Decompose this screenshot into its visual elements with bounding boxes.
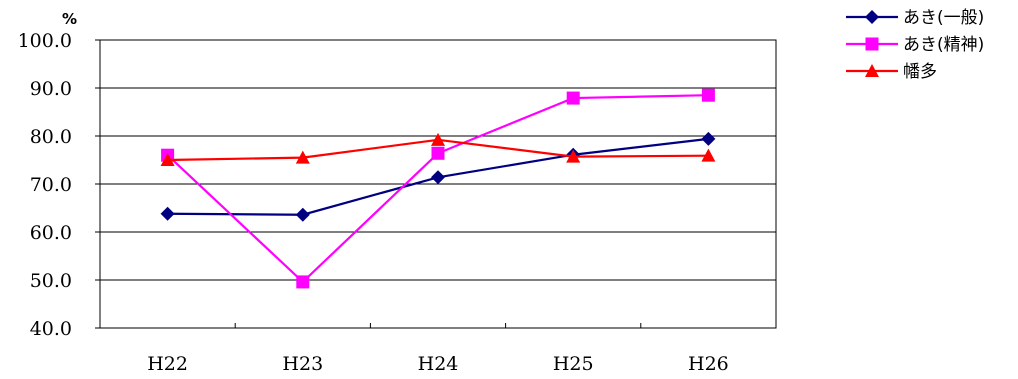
y-tick-label: 80.0	[30, 126, 72, 148]
data-point-triangle	[431, 132, 445, 146]
data-point-square	[296, 275, 310, 289]
x-tick-label: H22	[147, 353, 188, 375]
data-point-square	[566, 91, 580, 105]
legend-item: あき(一般)	[846, 8, 984, 28]
axis-ticks: 40.0 50.0 60.0 70.0 80.0 90.0 100.0 H22 H23 H24 H2…	[18, 30, 729, 375]
data-point-square	[701, 88, 715, 102]
legend-item: 幡多	[846, 62, 937, 82]
data-point-diamond	[160, 206, 175, 221]
series-3	[160, 132, 716, 166]
y-tick-label: 100.0	[18, 30, 72, 52]
data-point-diamond	[295, 207, 310, 222]
data-point-triangle	[160, 153, 175, 166]
legend-label: 幡多	[903, 62, 937, 82]
x-tick-label: H25	[553, 353, 594, 375]
y-tick-label: 60.0	[30, 222, 72, 244]
legend-marker-triangle	[865, 64, 879, 77]
data-point-diamond	[431, 170, 445, 185]
legend-item: あき(精神)	[846, 35, 984, 55]
x-tick-label: H24	[418, 353, 459, 375]
y-tick-label: 70.0	[30, 174, 72, 196]
y-tick-label: 40.0	[30, 318, 72, 340]
series-line	[166, 94, 709, 284]
y-axis-unit-label: %	[62, 10, 77, 28]
legend-marker-square	[865, 37, 879, 51]
data-point-square	[431, 146, 445, 160]
data-point-diamond	[701, 131, 716, 146]
data-point-triangle	[295, 150, 310, 164]
legend-label: あき(一般)	[903, 8, 984, 28]
y-tick-label: 50.0	[30, 270, 72, 292]
data-point-triangle	[566, 149, 581, 163]
legend-marker-diamond	[865, 10, 879, 24]
legend-label: あき(精神)	[903, 35, 984, 55]
series-2	[161, 88, 715, 289]
data-point-triangle	[701, 148, 716, 162]
x-tick-label: H23	[282, 353, 323, 375]
x-tick-label: H26	[688, 353, 729, 375]
legend: あき(一般) あき(精神) 幡多	[846, 8, 984, 82]
y-tick-label: 90.0	[30, 78, 72, 100]
series-layer	[160, 88, 716, 289]
